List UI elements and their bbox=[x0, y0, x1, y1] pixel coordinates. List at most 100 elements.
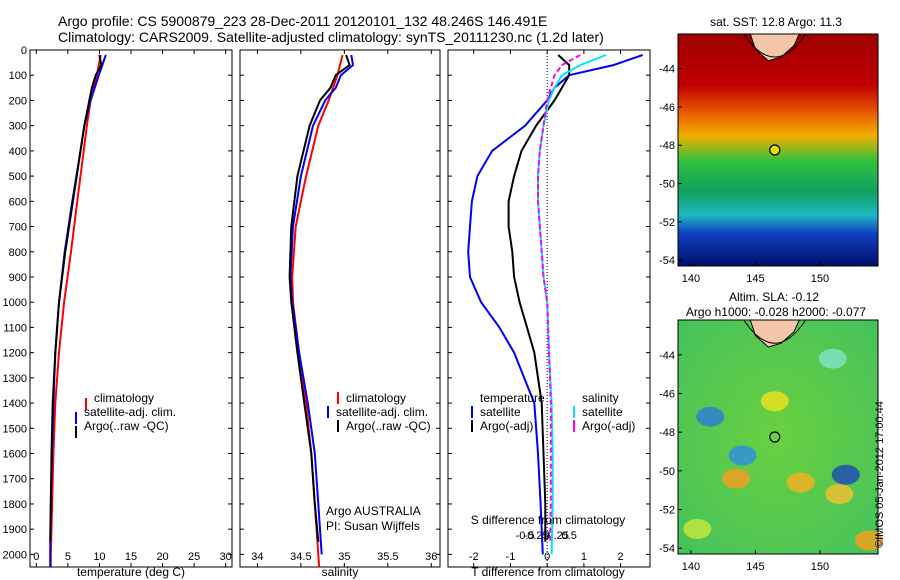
lon-tick-label: 140 bbox=[682, 561, 700, 573]
lat-tick-label: -52 bbox=[659, 505, 675, 517]
sst-map-panel: sat. SST: 12.8 Argo: 11.3 -44 -46 -48 -50 -5… bbox=[659, 15, 879, 285]
argo-float-marker bbox=[769, 144, 781, 156]
x-tick-label: 30 bbox=[220, 551, 232, 563]
x-tick-label: 5 bbox=[65, 551, 71, 563]
x-tick-label: 35 bbox=[338, 551, 350, 563]
sst-map-title: sat. SST: 12.8 Argo: 11.3 bbox=[710, 15, 842, 29]
temperature-xlabel: temperature (deg C) bbox=[77, 565, 185, 579]
salinity-legend: climatology satellite-adj. clim. Argo(..… bbox=[327, 391, 431, 433]
depth-tick-label: 800 bbox=[9, 247, 27, 259]
lat-tick-label: -44 bbox=[659, 64, 675, 76]
lon-tick-label: 145 bbox=[746, 273, 764, 285]
sla-anomaly-blob bbox=[760, 391, 789, 412]
sla-anomaly-blob bbox=[825, 484, 854, 505]
x-tick-label: 2 bbox=[618, 551, 624, 563]
diff-argo-line bbox=[507, 54, 571, 542]
depth-tick-label: 1300 bbox=[3, 373, 27, 385]
x-tick-label: 35.5 bbox=[377, 551, 398, 563]
isobath-contour bbox=[743, 319, 807, 344]
lat-tick-label: -50 bbox=[659, 466, 675, 478]
sla-anomaly-blob bbox=[786, 472, 815, 493]
top-tick-label: 0.5 bbox=[562, 530, 577, 542]
depth-tick-label: 1400 bbox=[3, 398, 27, 410]
temperature-series-line bbox=[49, 54, 103, 542]
depth-tick-label: 2000 bbox=[3, 549, 27, 561]
difference-xlabel: T difference from climatology bbox=[471, 565, 625, 579]
lat-tick-label: -46 bbox=[659, 102, 675, 114]
lon-tick-label: 150 bbox=[811, 561, 829, 573]
plot-title-line2: Climatology: CARS2009. Satellite-adjuste… bbox=[58, 29, 604, 45]
x-tick-label: 0 bbox=[33, 551, 39, 563]
sla-map-title-line2: Argo h1000: -0.028 h2000: -0.077 bbox=[686, 305, 866, 319]
lat-tick-label: -48 bbox=[659, 140, 675, 152]
depth-tick-label: 1000 bbox=[3, 297, 27, 309]
sla-anomaly-blob bbox=[728, 445, 757, 466]
lon-tick-label: 145 bbox=[746, 561, 764, 573]
argo-annotation-line2: PI: Susan Wijffels bbox=[326, 519, 420, 533]
difference-legend: temperature satellite Argo(-adj) salinit… bbox=[471, 391, 635, 433]
diff-legend-s-argo: Argo(-adj) bbox=[582, 419, 635, 433]
salinity-series-line bbox=[289, 54, 355, 555]
temp-legend-argo: Argo(..raw -QC) bbox=[84, 419, 169, 433]
temperature-panel: 0100200300400500600700800900100011001200… bbox=[3, 45, 233, 579]
sla-anomaly-blob bbox=[683, 518, 712, 539]
map-frame bbox=[677, 319, 879, 555]
depth-tick-label: 900 bbox=[9, 272, 27, 284]
sal-legend-argo: Argo(..raw -QC) bbox=[346, 419, 431, 433]
depth-tick-label: 700 bbox=[9, 222, 27, 234]
sla-field bbox=[678, 320, 878, 554]
depth-tick-label: 0 bbox=[21, 45, 27, 57]
depth-tick-label: 100 bbox=[9, 70, 27, 82]
lat-tick-label: -46 bbox=[659, 388, 675, 400]
x-tick-label: 25 bbox=[188, 551, 200, 563]
map-frame bbox=[677, 33, 879, 267]
sla-anomaly-blob bbox=[831, 464, 860, 485]
sla-map-title-line1: Altim. SLA: -0.12 bbox=[729, 290, 819, 304]
depth-tick-label: 600 bbox=[9, 196, 27, 208]
sal-legend-satellite: satellite-adj. clim. bbox=[336, 405, 428, 419]
depth-tick-label: 1100 bbox=[3, 322, 27, 334]
x-tick-label: 1 bbox=[581, 551, 587, 563]
temperature-legend: climatology satellite-adj. clim. Argo(..… bbox=[75, 391, 176, 438]
salinity-series-line bbox=[288, 54, 351, 542]
sla-anomaly-blob bbox=[854, 530, 883, 551]
depth-tick-label: 300 bbox=[9, 121, 27, 133]
sla-anomaly-blob bbox=[696, 406, 725, 427]
x-tick-label: 0 bbox=[544, 551, 550, 563]
x-tick-label: 34 bbox=[251, 551, 263, 563]
x-tick-label: 15 bbox=[125, 551, 137, 563]
argo-float-marker bbox=[769, 431, 781, 443]
salinity-panel: 34 34.5 35 35.5 36 salinity climatology sate… bbox=[239, 49, 441, 579]
depth-tick-label: 1700 bbox=[3, 474, 27, 486]
diff-salinity-argo-line bbox=[537, 54, 581, 542]
lat-tick-label: -44 bbox=[659, 350, 675, 362]
top-tick-label: 0 bbox=[544, 530, 550, 542]
difference-toplabel: S difference from climatology bbox=[471, 513, 626, 527]
sla-anomaly-blob bbox=[722, 468, 751, 489]
sla-map-panel: Altim. SLA: -0.12 Argo h1000: -0.028 h20… bbox=[659, 290, 883, 573]
depth-tick-label: 1200 bbox=[3, 348, 27, 360]
lat-tick-label: -48 bbox=[659, 427, 675, 439]
depth-tick-label: 1800 bbox=[3, 499, 27, 511]
depth-tick-label: 500 bbox=[9, 171, 27, 183]
x-tick-label: 36 bbox=[425, 551, 437, 563]
depth-tick-label: 1600 bbox=[3, 449, 27, 461]
diff-legend-t-argo: Argo(-adj) bbox=[480, 419, 533, 433]
lat-tick-label: -54 bbox=[659, 255, 675, 267]
isobath-contour bbox=[743, 33, 807, 58]
depth-tick-label: 400 bbox=[9, 146, 27, 158]
diff-legend-t-satellite: satellite bbox=[480, 405, 521, 419]
lon-tick-label: 140 bbox=[682, 273, 700, 285]
sal-legend-climatology: climatology bbox=[346, 391, 406, 405]
x-tick-label: 10 bbox=[93, 551, 105, 563]
lat-tick-label: -50 bbox=[659, 179, 675, 191]
diff-satellite-line bbox=[467, 54, 644, 555]
depth-tick-label: 200 bbox=[9, 95, 27, 107]
lat-tick-label: -52 bbox=[659, 217, 675, 229]
top-tick-label: -0.5 bbox=[516, 530, 535, 542]
salinity-xlabel: salinity bbox=[322, 565, 359, 579]
x-tick-label: -2 bbox=[469, 551, 479, 563]
x-tick-label: -1 bbox=[506, 551, 516, 563]
